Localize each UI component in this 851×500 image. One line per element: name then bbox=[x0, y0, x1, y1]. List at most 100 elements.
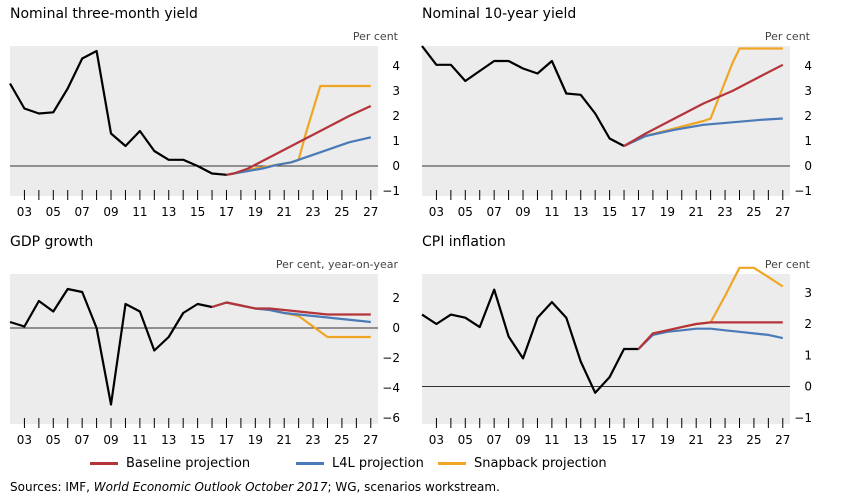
x-tick-label: 19 bbox=[248, 205, 263, 219]
x-tick-label: 07 bbox=[75, 433, 90, 447]
x-tick-label: 09 bbox=[103, 433, 118, 447]
series-line-baseline bbox=[226, 105, 372, 176]
x-tick-label: 27 bbox=[363, 433, 378, 447]
legend-item-baseline: Baseline projection bbox=[90, 456, 250, 471]
x-tick-label: 25 bbox=[334, 433, 349, 447]
source-suffix: ; WG, scenarios workstream. bbox=[327, 480, 500, 494]
legend-label: Baseline projection bbox=[126, 456, 251, 471]
x-tick-label: 21 bbox=[277, 433, 292, 447]
x-tick-label: 27 bbox=[363, 205, 378, 219]
x-tick-label: 15 bbox=[602, 205, 617, 219]
x-tick-label: 09 bbox=[515, 205, 530, 219]
x-tick-label: 23 bbox=[717, 205, 732, 219]
y-tick-label: 3 bbox=[392, 84, 400, 98]
legend-swatch-snapback bbox=[438, 462, 466, 465]
y-tick-label: 2 bbox=[804, 109, 812, 123]
series-line-history bbox=[9, 49, 227, 176]
x-tick-label: 17 bbox=[219, 433, 234, 447]
series-line-baseline bbox=[637, 321, 783, 350]
x-tick-label: 09 bbox=[103, 205, 118, 219]
x-tick-label: 23 bbox=[305, 205, 320, 219]
series-line-l4l bbox=[637, 327, 784, 350]
y-tick-label: 0 bbox=[392, 321, 400, 335]
source-note: Sources: IMF, World Economic Outlook Oct… bbox=[10, 480, 500, 494]
x-tick-label: 11 bbox=[132, 205, 147, 219]
series-line-l4l bbox=[226, 136, 372, 176]
x-tick-label: 13 bbox=[161, 433, 176, 447]
x-tick-label: 07 bbox=[75, 205, 90, 219]
x-tick-label: 17 bbox=[631, 205, 646, 219]
x-tick-label: 09 bbox=[515, 433, 530, 447]
y-tick-label: 0 bbox=[804, 159, 812, 173]
legend-item-l4l: L4L projection bbox=[296, 456, 424, 471]
x-tick-label: 17 bbox=[631, 433, 646, 447]
chart-svg: −6 −4 −2 0 2 03 05 07 09 11 13 15 17 19 21 23 25 27 bbox=[9, 274, 400, 447]
legend-swatch-baseline bbox=[90, 462, 118, 465]
x-tick-label: 11 bbox=[132, 433, 147, 447]
y-tick-label: 4 bbox=[804, 59, 812, 73]
x-tick-label: 07 bbox=[487, 433, 502, 447]
source-prefix: Sources: IMF, bbox=[10, 480, 94, 494]
x-tick-label: 05 bbox=[458, 433, 473, 447]
legend-label: L4L projection bbox=[332, 456, 424, 471]
series-line-baseline bbox=[211, 301, 371, 316]
x-tick-label: 21 bbox=[277, 205, 292, 219]
x-tick-label: 03 bbox=[17, 433, 32, 447]
x-tick-label: 27 bbox=[775, 205, 790, 219]
chart-unit-label: Per cent bbox=[764, 258, 810, 271]
x-tick-label: 13 bbox=[161, 205, 176, 219]
x-tick-label: 05 bbox=[46, 433, 61, 447]
series-line-history bbox=[9, 287, 213, 406]
y-tick-label: 0 bbox=[392, 159, 400, 173]
plot-background bbox=[10, 274, 378, 424]
y-tick-label: 1 bbox=[392, 134, 400, 148]
chart-unit-label: Per cent bbox=[764, 30, 810, 43]
y-tick-label: −4 bbox=[382, 381, 400, 395]
x-tick-label: 03 bbox=[17, 205, 32, 219]
x-tick-label: 13 bbox=[573, 205, 588, 219]
chart-unit-label: Per cent, year-on-year bbox=[275, 258, 398, 271]
x-tick-label: 15 bbox=[602, 433, 617, 447]
legend-label: Snapback projection bbox=[474, 456, 607, 471]
x-tick-label: 19 bbox=[248, 433, 263, 447]
chart-title: GDP growth bbox=[10, 234, 94, 250]
x-tick-label: 19 bbox=[660, 205, 675, 219]
legend-swatch-l4l bbox=[296, 462, 324, 465]
series-line-history bbox=[421, 45, 625, 147]
series-line-baseline bbox=[623, 63, 784, 147]
y-tick-label: 2 bbox=[804, 317, 812, 331]
x-tick-label: 23 bbox=[717, 433, 732, 447]
y-tick-label: 2 bbox=[392, 109, 400, 123]
x-tick-label: 25 bbox=[746, 205, 761, 219]
x-tick-label: 21 bbox=[689, 205, 704, 219]
series-line-history bbox=[421, 288, 639, 394]
x-tick-label: 21 bbox=[689, 433, 704, 447]
y-tick-label: −1 bbox=[794, 184, 812, 198]
y-tick-label: 3 bbox=[804, 286, 812, 300]
x-tick-label: 11 bbox=[544, 433, 559, 447]
y-tick-label: 4 bbox=[392, 59, 400, 73]
chart-legend: Baseline projection L4L projection Snapb… bbox=[0, 456, 851, 472]
x-tick-label: 27 bbox=[775, 433, 790, 447]
x-tick-label: 05 bbox=[458, 205, 473, 219]
chart-panel-three-month-yield: Nominal three-month yield Per cent −1 0 1 2… bbox=[0, 0, 420, 230]
x-tick-label: 17 bbox=[219, 205, 234, 219]
y-tick-label: −1 bbox=[382, 184, 400, 198]
y-tick-label: 0 bbox=[804, 380, 812, 394]
legend-item-snapback: Snapback projection bbox=[438, 456, 607, 471]
x-tick-label: 07 bbox=[487, 205, 502, 219]
plot-background bbox=[10, 46, 378, 196]
x-tick-label: 15 bbox=[190, 205, 205, 219]
y-tick-label: −2 bbox=[382, 351, 400, 365]
y-tick-label: 3 bbox=[804, 84, 812, 98]
x-tick-label: 19 bbox=[660, 433, 675, 447]
plot-background bbox=[422, 274, 790, 424]
x-tick-label: 25 bbox=[334, 205, 349, 219]
chart-title: Nominal 10-year yield bbox=[422, 6, 577, 22]
chart-unit-label: Per cent bbox=[352, 30, 398, 43]
y-tick-label: −1 bbox=[794, 411, 812, 425]
source-publication: World Economic Outlook October 2017 bbox=[93, 480, 328, 494]
chart-panel-gdp-growth: GDP growth Per cent, year-on-year −6 −4 −2… bbox=[0, 228, 420, 458]
